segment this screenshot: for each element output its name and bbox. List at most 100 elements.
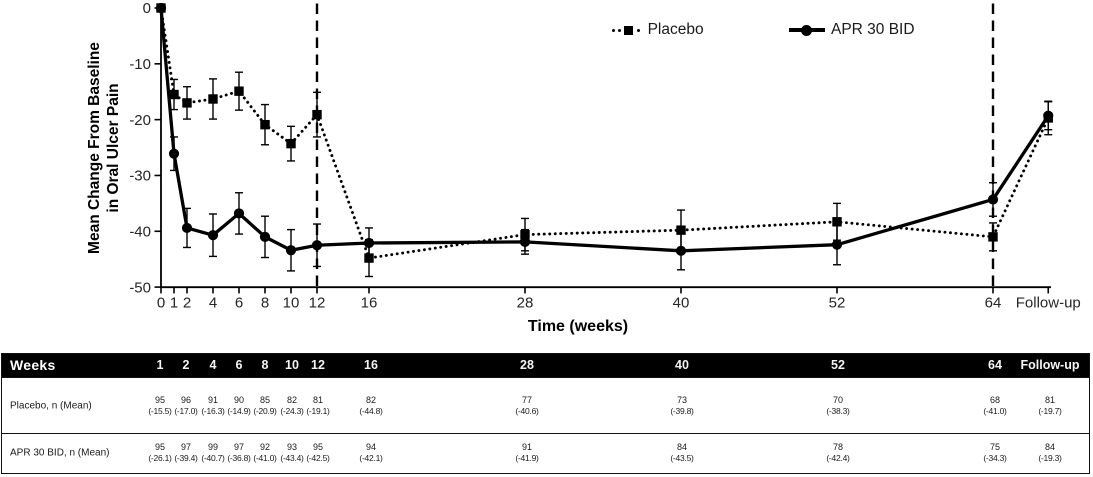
placebo-square-marker	[988, 232, 998, 242]
table-cell: 81 (-19.7)	[1008, 395, 1092, 417]
placebo-square-marker	[1043, 113, 1053, 123]
x-tick-label: 12	[309, 295, 326, 312]
table-header-week-40: 40	[675, 358, 689, 372]
table-cell: 97 (-36.8)	[197, 442, 281, 464]
cell-n-value: 68	[989, 394, 1000, 405]
table-cell: 84 (-19.3)	[1008, 442, 1092, 464]
table-cell: 77 (-40.6)	[485, 395, 569, 417]
cell-n-value: 95	[154, 394, 165, 405]
x-tick-label: 4	[209, 295, 217, 312]
cell-mean-value: (-26.1)	[148, 453, 172, 464]
table-header-week-8: 8	[261, 358, 269, 372]
cell-n-value: 73	[676, 394, 687, 405]
x-tick-label: 28	[517, 295, 534, 312]
table-cell: 85 (-20.9)	[223, 395, 307, 417]
table-cell: 95 (-15.5)	[118, 395, 202, 417]
table-header-week-12: 12	[311, 358, 325, 372]
cell-mean-value: (-19.7)	[1038, 405, 1062, 416]
cell-n-value: 97	[180, 442, 191, 453]
apr-circle-marker	[168, 148, 180, 159]
placebo-square-marker	[156, 3, 166, 13]
x-tick-label: 64	[985, 295, 1002, 312]
cell-n-value: 81	[312, 394, 323, 405]
table-cell: 94 (-42.1)	[329, 442, 413, 464]
cell-n-value: 95	[154, 442, 165, 453]
table-header-week-Follow-up: Follow-up	[1020, 358, 1080, 372]
placebo-square-marker	[312, 109, 322, 120]
cell-mean-value: (-38.3)	[826, 405, 850, 416]
table-header-week-2: 2	[182, 358, 190, 372]
cell-mean-value: (-19.3)	[1038, 453, 1062, 464]
apr-circle-marker	[233, 208, 245, 219]
table-cell: 70 (-38.3)	[796, 395, 880, 417]
table-cell: 75 (-34.3)	[953, 442, 1037, 464]
table-cell: 96 (-17.0)	[144, 395, 228, 417]
table-cell: 81 (-19.1)	[276, 395, 360, 417]
cell-mean-value: (-34.3)	[983, 453, 1007, 464]
apr-circle-marker	[181, 222, 193, 234]
table-header-week-28: 28	[520, 358, 534, 372]
y-tick-label: -30	[129, 168, 151, 185]
placebo-square-marker	[832, 217, 842, 227]
placebo-square-marker	[676, 225, 686, 235]
table-cell: 91 (-16.3)	[171, 395, 255, 417]
table-header-week-16: 16	[364, 358, 378, 372]
table-row-apr-30-bid: APR 30 BID, n (Mean) 95 (-26.1) 97 (-39.4) 9…	[2, 433, 1089, 473]
table-cell: 84 (-43.5)	[640, 442, 724, 464]
apr-circle-marker	[311, 240, 323, 251]
cell-mean-value: (-44.8)	[359, 405, 383, 416]
cell-n-value: 85	[259, 394, 270, 405]
cell-n-value: 97	[233, 442, 244, 453]
summary-table: Weeks 1 2 4 6 8 10 12 16 28 40 52 64 Follow-up Place…	[1, 353, 1090, 474]
x-tick-label: 40	[673, 295, 690, 312]
table-cell: 73 (-39.8)	[640, 395, 724, 417]
cell-mean-value: (-20.9)	[253, 405, 277, 416]
table-header-row: Weeks 1 2 4 6 8 10 12 16 28 40 52 64 Follow-up	[2, 354, 1089, 377]
cell-n-value: 91	[207, 394, 218, 405]
cell-n-value: 95	[312, 442, 323, 453]
placebo-square-marker	[286, 138, 296, 149]
table-cell: 78 (-42.4)	[796, 442, 880, 464]
cell-mean-value: (-42.5)	[306, 453, 330, 464]
y-tick-label: -20	[129, 112, 151, 129]
placebo-square-marker	[364, 253, 374, 263]
cell-mean-value: (-39.4)	[174, 453, 198, 464]
series-placebo	[156, 3, 1053, 278]
x-tick-label: 0	[157, 295, 165, 312]
cell-n-value: 99	[207, 442, 218, 453]
table-cell: 82 (-44.8)	[329, 395, 413, 417]
cell-mean-value: (-42.1)	[359, 453, 383, 464]
table-cell: 92 (-41.0)	[223, 442, 307, 464]
table-header-week-52: 52	[831, 358, 845, 372]
y-axis-title: Mean Change From Baseline in Oral Ulcer …	[85, 0, 127, 298]
x-tick-label: 16	[361, 295, 378, 312]
table-header-week-10: 10	[285, 358, 299, 372]
cell-n-value: 92	[259, 442, 270, 453]
series-apr-30-bid	[155, 2, 1054, 272]
cell-mean-value: (-41.0)	[253, 453, 277, 464]
table-cell: 97 (-39.4)	[144, 442, 228, 464]
y-tick-label: -40	[129, 223, 151, 240]
x-tick-label: 52	[829, 295, 846, 312]
legend-item-placebo: Placebo	[610, 21, 704, 39]
legend-label-placebo: Placebo	[647, 21, 704, 38]
apr-circle-marker	[987, 194, 999, 205]
placebo-square-marker	[169, 89, 179, 100]
cell-mean-value: (-39.8)	[670, 405, 694, 416]
y-tick-label: 0	[143, 0, 151, 17]
y-axis-title-line2: in Oral Ulcer Pain	[105, 83, 122, 213]
table-cell: 91 (-41.9)	[485, 442, 569, 464]
cell-n-value: 82	[365, 394, 376, 405]
table-header-week-64: 64	[988, 358, 1002, 372]
table-row-label-placebo: Placebo, n (Mean)	[10, 400, 92, 411]
placebo-square-marker	[520, 229, 530, 240]
apr-line	[159, 7, 1050, 253]
apr-circle-marker	[207, 230, 219, 241]
placebo-square-marker	[234, 86, 244, 96]
line-chart: 0-10-20-30-40-500 1 2 4 6 8 10 12 16 28 40 52 64 Foll…	[129, 0, 1080, 312]
cell-mean-value: (-24.3)	[280, 405, 304, 416]
table-cell: 95 (-42.5)	[276, 442, 360, 464]
cell-n-value: 81	[1044, 394, 1055, 405]
cell-mean-value: (-19.1)	[306, 405, 330, 416]
table-row-placebo: Placebo, n (Mean) 95 (-15.5) 96 (-17.0) 91 (-…	[2, 377, 1089, 433]
